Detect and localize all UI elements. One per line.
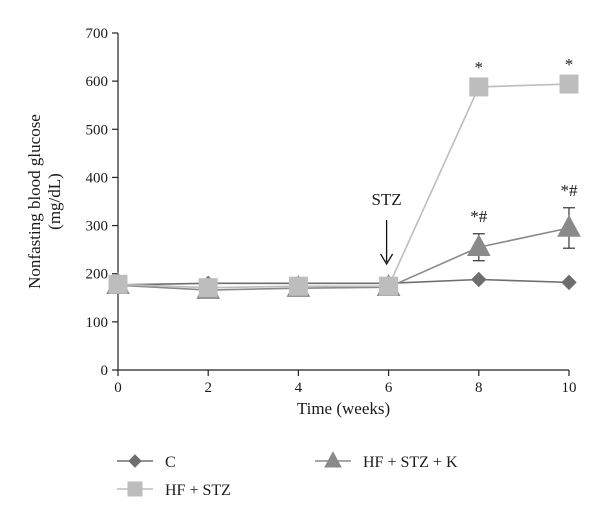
legend-marker — [127, 481, 143, 497]
data-point — [559, 74, 579, 94]
data-point — [108, 274, 128, 294]
data-label: *# — [561, 181, 579, 200]
legend: C HF + STZ + K HF + STZ — [117, 451, 458, 499]
y-tick-label: 500 — [86, 122, 109, 138]
data-point — [466, 234, 491, 256]
legend-item-square: HF + STZ — [117, 481, 231, 499]
legend-item-triangle: HF + STZ + K — [315, 451, 458, 471]
legend-label: HF + STZ + K — [363, 454, 458, 471]
y-tick-label: 200 — [86, 267, 109, 283]
data-point — [561, 274, 577, 291]
y-tick-label: 0 — [101, 363, 109, 379]
y-tick-label: 100 — [86, 315, 109, 331]
x-tick-label: 8 — [475, 380, 483, 396]
data-point — [288, 276, 308, 296]
data-point — [557, 214, 581, 237]
x-tick-label: 6 — [385, 380, 393, 396]
data-label: *# — [470, 207, 488, 226]
annotations: STZ — [371, 190, 402, 266]
stz-arrow-head — [380, 253, 394, 266]
data-point — [471, 271, 487, 288]
x-tick-label: 0 — [114, 380, 122, 396]
legend-label: HF + STZ — [165, 482, 231, 499]
y-tick-label: 400 — [86, 170, 109, 186]
series-line — [117, 83, 570, 289]
x-axis-title: Time (weeks) — [297, 399, 390, 418]
series-line — [117, 278, 570, 286]
legend-label: C — [165, 454, 176, 471]
x-tick-label: 4 — [295, 380, 303, 396]
legend-item-diamond: C — [117, 454, 176, 471]
data-point — [379, 276, 399, 296]
data-label: * — [475, 58, 484, 77]
x-tick-label: 10 — [562, 380, 577, 396]
legend-marker — [324, 451, 342, 468]
y-tick-label: 300 — [86, 219, 109, 235]
axes: 0 100 200 300 400 500 600 700 0 2 4 6 8 10 Time (weeks… — [25, 26, 577, 418]
x-tick-label: 2 — [204, 380, 212, 396]
y-tick-label: 700 — [86, 26, 109, 42]
data-point — [198, 278, 218, 298]
y-tick-label: 600 — [86, 74, 109, 90]
series-layer: *#*#* * — [106, 55, 581, 299]
series-line — [117, 227, 570, 291]
data-point — [469, 77, 489, 97]
y-axis-title: Nonfasting blood glucose — [25, 114, 44, 289]
data-label: * — [565, 55, 574, 74]
legend-marker — [128, 454, 142, 468]
stz-annotation-label: STZ — [371, 190, 401, 209]
series-square: * * — [108, 55, 579, 298]
y-axis-subtitle: (mg/dL) — [45, 173, 64, 230]
